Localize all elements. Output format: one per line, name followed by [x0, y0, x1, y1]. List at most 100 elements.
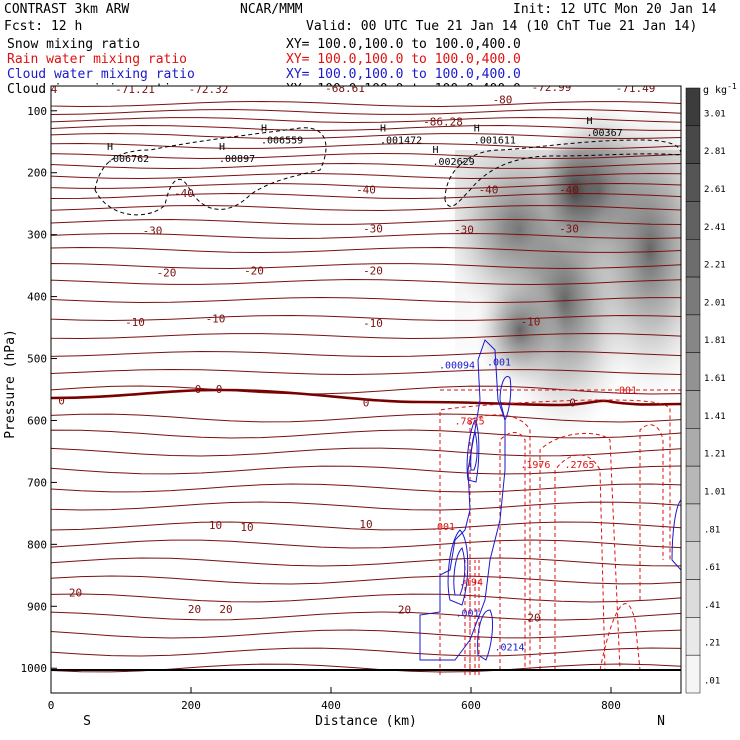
temperature-label: -10 — [206, 312, 226, 325]
colorbar-label: .21 — [704, 639, 720, 649]
temperature-contour-36 — [51, 647, 681, 657]
rain-label: .7825 — [455, 416, 485, 427]
temperature-label: 20 — [219, 603, 232, 616]
axes: 0 200 400 600 800100200300400500600700800900… — [21, 105, 621, 712]
colorbar-swatch — [685, 503, 701, 542]
direction-north: N — [657, 714, 665, 729]
cloud-water-labels: .00094 .001 .0214 .001 — [439, 358, 525, 654]
temperature-label: 20 — [398, 603, 411, 616]
colorbar-swatch — [685, 654, 701, 694]
temperature-contour-27 — [51, 483, 681, 493]
temperature-contour-9 — [51, 182, 681, 190]
temperature-label: -40 — [479, 183, 499, 196]
y-tick-label: 100 — [27, 105, 47, 118]
temperature-label: -30 — [143, 224, 163, 237]
legend-label-2: Cloud water mixing ratio — [7, 67, 195, 82]
header-fcst: Fcst: 12 h — [4, 19, 82, 34]
colorbar-swatch — [685, 276, 701, 316]
temperature-label: -40 — [559, 183, 579, 196]
snow-max-marker: H — [433, 145, 439, 156]
temperature-label: .14 — [38, 83, 58, 96]
temperature-contour-2 — [51, 116, 681, 124]
temperature-contour-18 — [51, 314, 681, 322]
snow-max-marker: H — [261, 124, 267, 135]
temperature-label: -68.61 — [325, 82, 365, 95]
colorbar-swatch — [685, 314, 701, 353]
header-init: Init: 12 UTC Mon 20 Jan 14 — [513, 2, 717, 17]
temperature-label: 20 — [527, 611, 540, 624]
rain-contour-4 — [539, 432, 621, 671]
temperature-contour-22 — [51, 385, 681, 395]
header-org: NCAR/MMM — [240, 2, 303, 17]
temperature-label: -40 — [356, 183, 376, 196]
y-axis-label: Pressure (hPa) — [3, 329, 18, 439]
temperature-contour-6 — [51, 152, 681, 160]
temperature-contour-17 — [51, 296, 681, 304]
temperature-label: -20 — [363, 265, 383, 278]
temperature-label: 0 — [58, 395, 65, 408]
temperature-contour-19 — [51, 332, 681, 340]
colorbar-label: .61 — [704, 563, 720, 573]
rain-contour-5 — [554, 454, 606, 671]
colorbar-label: 2.41 — [704, 223, 726, 233]
x-axis-label: Distance (km) — [315, 714, 417, 729]
y-tick-label: 600 — [27, 414, 47, 427]
colorbar-swatch — [685, 465, 701, 505]
temperature-contour-11 — [51, 204, 681, 212]
snow-max-marker: H — [219, 142, 225, 153]
colorbar-label: 3.01 — [704, 109, 726, 119]
colorbar-label: .41 — [704, 601, 720, 611]
header-model: CONTRAST 3km ARW — [4, 2, 129, 17]
temperature-label: 10 — [240, 521, 253, 534]
rain-label: .001 — [613, 386, 637, 397]
temperature-contour-16 — [51, 278, 681, 286]
temperature-contour-37 — [51, 663, 681, 673]
cloud-water-edge — [671, 499, 681, 571]
colorbar-swatch — [685, 163, 701, 202]
direction-south: S — [83, 714, 91, 729]
cloud-water-label: .001 — [487, 358, 511, 369]
snow-max-marker: H — [474, 124, 480, 135]
temperature-contour-30 — [51, 539, 681, 549]
temperature-contour-12 — [51, 218, 681, 225]
cloud-water-outer — [419, 339, 506, 661]
temperature-label: -71.21 — [115, 83, 155, 96]
colorbar-label: 2.61 — [704, 185, 726, 195]
cloud-water-contours — [419, 339, 681, 661]
temperature-label: 10 — [209, 519, 222, 532]
colorbar-swatch — [685, 125, 701, 164]
temperature-label: -80 — [493, 94, 513, 107]
temperature-contour-3 — [51, 124, 681, 132]
temperature-contours — [51, 100, 681, 673]
y-tick-label: 800 — [27, 538, 47, 551]
temperature-contour-28 — [51, 501, 681, 511]
x-tick-label: 200 — [181, 699, 201, 712]
colorbar-swatch — [685, 428, 701, 467]
temperature-contour-1 — [51, 108, 681, 116]
colorbar-unit-text: g kg — [703, 85, 727, 96]
temperature-contour-23 — [51, 413, 681, 423]
rain-contour-7 — [599, 603, 641, 671]
plot-content: .14 -71.21 -72.32 -68.61 -72.99 -71.49 -86.28 -… — [38, 82, 681, 675]
temperature-contour-4 — [51, 132, 681, 140]
temperature-contour-8 — [51, 172, 681, 180]
temperature-label: -71.49 — [616, 82, 656, 95]
freezing-level-contour — [51, 388, 681, 407]
temperature-contour-34 — [51, 611, 681, 621]
colorbar-label: 2.21 — [704, 261, 726, 271]
temperature-label: -86.28 — [423, 115, 463, 128]
rain-label: .001 — [431, 522, 455, 533]
temperature-contour-33 — [51, 593, 681, 603]
cloud-ice-shading — [445, 100, 681, 440]
legend-xy-2: XY= 100.0,100.0 to 100.0,400.0 — [286, 67, 521, 82]
temperature-contour-21 — [51, 368, 681, 376]
temperature-label: 0 — [363, 397, 370, 410]
colorbar-swatch — [685, 201, 701, 240]
rain-contour-3 — [499, 432, 526, 670]
x-tick-label: 600 — [461, 699, 481, 712]
snow-max-value: .001611 — [474, 136, 516, 147]
colorbar-swatch — [685, 390, 701, 429]
colorbar: g kg-1 3.01 2.81 2.61 2.41 2.21 2.01 1.81 1.61 1… — [685, 82, 737, 694]
snow-max-value: .00367 — [587, 128, 623, 139]
